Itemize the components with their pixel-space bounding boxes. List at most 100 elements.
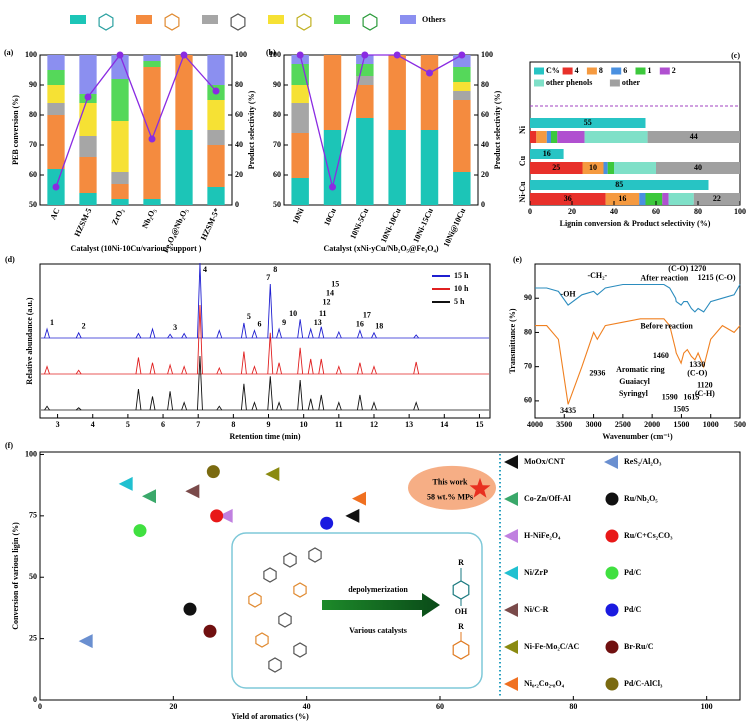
selectivity-segment <box>530 162 583 174</box>
legend-marker <box>605 566 619 580</box>
x-tick-label: 0 <box>528 207 532 216</box>
bar-segment <box>453 67 471 82</box>
peak <box>251 365 258 375</box>
legend-marker <box>504 529 518 543</box>
selectivity-segment <box>582 162 604 174</box>
peak <box>44 405 50 411</box>
legend-swatch <box>586 67 597 75</box>
legend-label: H-NiFe₂O₄ <box>524 531 561 540</box>
value-label: 36 <box>564 194 572 203</box>
y-axis-label: Transmittance (%) <box>508 308 517 373</box>
x-axis-label: Lignin conversion & Product selectivity … <box>560 219 711 228</box>
conversion-point <box>212 87 220 95</box>
conversion-point <box>84 93 92 101</box>
molecule-ring <box>98 13 114 31</box>
peak <box>167 391 174 411</box>
legend-marker <box>605 603 619 617</box>
icon-label: R <box>458 558 464 567</box>
legend-swatch <box>534 79 544 87</box>
x-axis-label: Retention time (min) <box>229 432 300 441</box>
x-tick-label: 4000 <box>527 420 543 429</box>
x-tick-label: 3 <box>56 420 60 429</box>
bar-segment <box>79 193 97 205</box>
y-axis-label: Conversion of various ligin (%) <box>11 522 20 630</box>
peak <box>276 401 282 411</box>
point-label: This work <box>433 478 468 487</box>
annotation: 58 wt.% MPs <box>427 493 473 502</box>
point <box>218 508 233 523</box>
peak-label: 11 <box>319 309 327 318</box>
conversion-bar <box>530 149 564 159</box>
panel-label: (b) <box>266 48 276 57</box>
spectrum-line <box>535 283 741 313</box>
x-tick-label: 1500 <box>673 420 689 429</box>
point <box>352 491 366 506</box>
y-tick-label: 0 <box>33 695 37 704</box>
peak <box>149 362 156 375</box>
y-tick-label: 70 <box>524 361 532 370</box>
x-tick-label: 7 <box>196 420 200 429</box>
selectivity-segment <box>551 131 558 143</box>
y-tick-label: 0 <box>235 200 239 209</box>
y-tick-label: 90 <box>273 80 281 89</box>
bar-segment <box>47 55 65 70</box>
x-tick-label: 9 <box>267 420 271 429</box>
bar-segment <box>79 55 97 94</box>
molecule-ring <box>230 13 246 31</box>
bar-segment <box>356 64 374 76</box>
legend-swatch <box>611 67 622 75</box>
annotation: (C-O) 1270 <box>668 264 706 273</box>
y-tick-label: 20 <box>481 170 489 179</box>
annotation: 1505 <box>673 404 689 413</box>
x-tick-label: 100 <box>701 702 713 711</box>
bar-segment <box>47 85 65 103</box>
peak-label: 15 <box>331 280 339 289</box>
conversion-line <box>299 54 463 188</box>
bar-segment <box>175 130 193 205</box>
selectivity-segment <box>645 193 663 205</box>
x-tick-label: 4 <box>91 420 95 429</box>
conversion-point <box>296 51 304 59</box>
legend-label: Ru/Nb₂O₅ <box>624 494 658 503</box>
x-tick-label: 2000 <box>644 420 660 429</box>
peak <box>371 401 377 411</box>
legend-label: Ni-Fe-Mo₂C/AC <box>524 642 579 651</box>
x-axis-label: Catalyst (10Ni-10Cu/various support ) <box>71 244 202 253</box>
legend-swatch <box>70 15 86 24</box>
x-tick-label: 3500 <box>556 420 572 429</box>
peak <box>371 331 377 339</box>
annotation: Aromatic ring <box>616 365 665 374</box>
legend-label: Pd/C-AlCl₃ <box>624 679 663 688</box>
value-label: 55 <box>584 118 592 127</box>
legend-label: 2 <box>672 66 676 75</box>
peak-label: 6 <box>257 319 261 328</box>
bar-segment <box>111 79 129 121</box>
peak <box>276 362 283 375</box>
legend-label: Ru/C+Cs₂CO₃ <box>624 531 673 540</box>
legend-label: 8 <box>599 66 603 75</box>
conversion-point <box>52 183 60 191</box>
selectivity-segment <box>656 162 740 174</box>
y-tick-label: 50 <box>29 572 37 581</box>
legend-marker <box>504 492 518 506</box>
conversion-point <box>361 51 369 59</box>
peak-label: 2 <box>82 322 86 331</box>
bar-segment <box>291 64 309 85</box>
bar-segment <box>323 130 342 205</box>
selectivity-segment <box>693 193 740 205</box>
peak-label: 8 <box>273 265 277 274</box>
value-label: 85 <box>615 180 623 189</box>
peak <box>251 401 258 411</box>
peak <box>44 365 50 375</box>
peak <box>197 355 203 411</box>
peak <box>181 332 188 339</box>
peak <box>216 405 223 411</box>
bar-segment <box>453 91 471 100</box>
legend-swatch <box>534 67 544 75</box>
x-tick-label: 20 <box>169 702 177 711</box>
annotation: Guaiacyl <box>619 377 650 386</box>
bar-segment <box>356 118 374 205</box>
point <box>118 476 133 491</box>
peak-label: 1 <box>50 318 54 327</box>
legend-label: Br-Ru/C <box>624 642 654 651</box>
